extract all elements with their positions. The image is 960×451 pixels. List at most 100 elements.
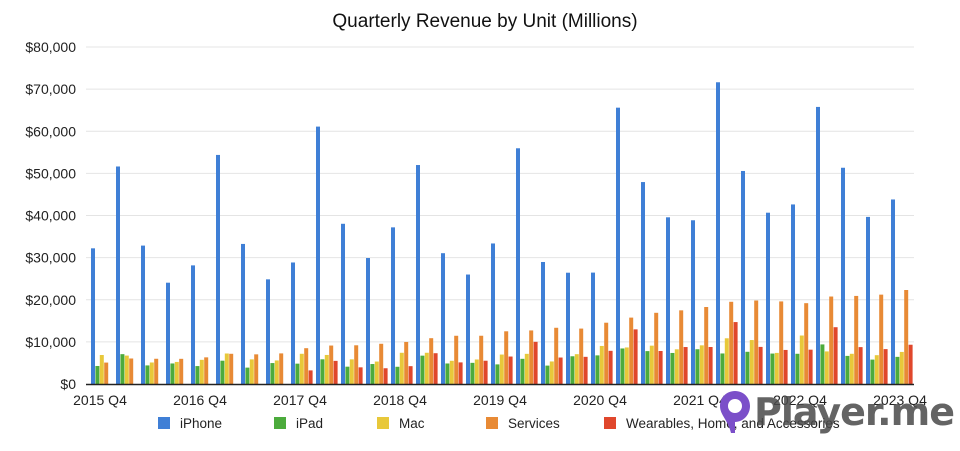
bar-services (479, 335, 484, 384)
bar-wearables (583, 356, 588, 384)
bar-iphone (291, 262, 295, 384)
bar-group (316, 126, 338, 385)
bar-mac (324, 354, 329, 384)
watermark: Player.me (718, 389, 955, 435)
bar-iphone (716, 82, 720, 384)
y-tick-label: $70,000 (25, 81, 76, 97)
bar-iphone (541, 261, 545, 384)
bar-wearables (833, 327, 838, 384)
bar-services (504, 331, 509, 384)
bar-iphone (741, 170, 745, 384)
bar-iphone (516, 148, 520, 384)
bar-group (766, 212, 788, 384)
bar-mac (649, 345, 654, 384)
legend-item: iPad (274, 416, 323, 431)
location-pin-icon (719, 391, 750, 433)
legend-label: Mac (399, 416, 425, 431)
bar-iphone (566, 272, 570, 384)
x-tick-label: 2018 Q4 (373, 392, 427, 408)
bar-ipad (95, 365, 100, 384)
bar-services (779, 301, 784, 384)
bar-mac (699, 345, 704, 384)
bar-ipad (795, 353, 800, 384)
bar-services (279, 353, 284, 384)
bar-ipad (270, 363, 275, 384)
bar-wearables (783, 349, 788, 384)
bar-services (304, 348, 309, 384)
bar-group (716, 82, 738, 384)
bar-iphone (591, 272, 595, 384)
bar-iphone (191, 265, 195, 384)
bar-mac (399, 352, 404, 384)
bar-mac (549, 361, 554, 384)
bar-group (866, 216, 888, 384)
gridlines (86, 46, 914, 343)
bar-group (141, 245, 159, 384)
x-tick-label: 2019 Q4 (473, 392, 527, 408)
bar-iphone (816, 106, 820, 384)
bar-group (591, 272, 613, 384)
bar-ipad (295, 363, 300, 384)
bar-mac (449, 360, 454, 384)
bar-services (579, 328, 584, 384)
bar-mac (524, 353, 529, 384)
bar-iphone (666, 217, 670, 384)
bar-iphone (341, 223, 345, 384)
bar-wearables (808, 349, 813, 384)
bar-group (616, 107, 638, 384)
bar-wearables (608, 350, 613, 384)
y-tick-label: $80,000 (25, 39, 76, 55)
bar-iphone (466, 274, 470, 384)
bars (91, 82, 913, 385)
bar-ipad (670, 352, 675, 384)
bar-group (566, 272, 588, 384)
x-tick-label: 2022 Q4 (773, 392, 827, 408)
bar-mac (299, 353, 304, 384)
bar-group (891, 199, 913, 384)
legend-item: Services (486, 416, 560, 431)
bar-group (741, 170, 763, 384)
chart-title: Quarterly Revenue by Unit (Millions) (332, 11, 637, 32)
bar-wearables (333, 360, 338, 384)
bar-group (441, 253, 463, 384)
bar-ipad (720, 353, 725, 384)
bar-services (904, 290, 909, 384)
legend-swatch (486, 417, 498, 429)
bar-ipad (620, 348, 625, 384)
bar-iphone (891, 199, 895, 384)
bar-iphone (316, 126, 320, 385)
bar-services (454, 335, 459, 384)
legend-swatch (158, 417, 170, 429)
bar-services (629, 317, 634, 384)
legend-label: iPhone (180, 416, 222, 431)
y-tick-label: $50,000 (25, 165, 76, 181)
bar-services (104, 362, 109, 384)
bar-services (354, 345, 359, 384)
bar-ipad (745, 351, 750, 384)
bar-mac (774, 352, 779, 384)
bar-services (804, 303, 809, 384)
bar-ipad (495, 364, 500, 384)
bar-services (854, 295, 859, 384)
bar-iphone (791, 204, 795, 384)
bar-iphone (416, 165, 420, 384)
bar-iphone (641, 182, 645, 384)
bar-group (341, 223, 363, 384)
bar-services (379, 343, 384, 384)
bar-mac (824, 351, 829, 384)
bar-group (166, 282, 184, 384)
bar-ipad (420, 355, 425, 384)
legend-label: iPad (296, 416, 323, 431)
bar-mac (849, 353, 854, 384)
bar-ipad (145, 365, 150, 384)
bar-ipad (445, 363, 450, 384)
bar-wearables (883, 349, 888, 384)
bar-mac (199, 359, 204, 384)
bar-mac (474, 359, 479, 384)
bar-iphone (141, 245, 145, 384)
bar-services (404, 341, 409, 384)
bar-wearables (683, 347, 688, 384)
bar-group (816, 106, 838, 384)
bar-services (829, 296, 834, 384)
watermark-text: Player.me (753, 390, 955, 434)
